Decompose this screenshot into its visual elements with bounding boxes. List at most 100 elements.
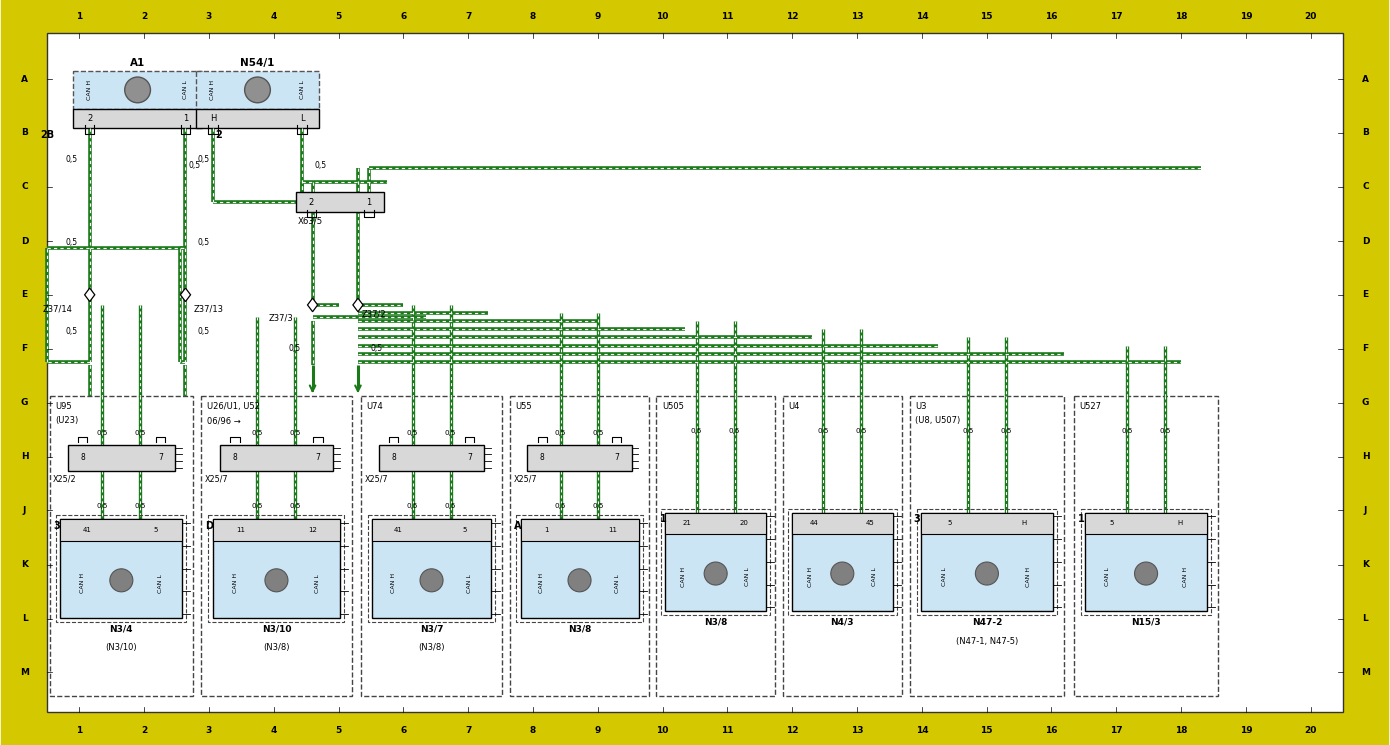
Circle shape <box>420 568 443 592</box>
FancyBboxPatch shape <box>378 445 484 471</box>
Circle shape <box>705 562 727 585</box>
Text: X25/7: X25/7 <box>513 475 537 484</box>
Circle shape <box>125 77 150 103</box>
Text: 0,5: 0,5 <box>962 428 973 434</box>
Text: U26/U1, U52: U26/U1, U52 <box>207 402 260 410</box>
Text: 12: 12 <box>307 527 317 533</box>
Text: 0,5: 0,5 <box>97 503 108 509</box>
Text: 2: 2 <box>140 726 147 735</box>
Text: 4: 4 <box>271 13 277 22</box>
Text: CAN H: CAN H <box>808 566 813 586</box>
Text: 17: 17 <box>1111 726 1123 735</box>
Circle shape <box>1134 562 1158 585</box>
Text: 0,5: 0,5 <box>817 428 828 434</box>
Text: Z37/2: Z37/2 <box>361 310 386 319</box>
Text: Z37/3: Z37/3 <box>268 314 293 323</box>
Text: CAN H: CAN H <box>391 573 396 593</box>
Text: 0,5: 0,5 <box>445 431 456 437</box>
Text: CAN L: CAN L <box>183 80 188 99</box>
Text: B: B <box>21 128 28 137</box>
Text: 0,5: 0,5 <box>728 428 741 434</box>
Polygon shape <box>307 298 318 311</box>
Text: U95: U95 <box>56 402 72 410</box>
FancyBboxPatch shape <box>371 519 492 618</box>
Text: 8: 8 <box>530 726 537 735</box>
Text: 3: 3 <box>206 726 213 735</box>
Text: 0,5: 0,5 <box>65 238 78 247</box>
FancyBboxPatch shape <box>60 519 182 618</box>
Text: CAN L: CAN L <box>300 80 304 99</box>
Text: 11: 11 <box>721 13 734 22</box>
Text: A: A <box>21 74 28 83</box>
Text: 20: 20 <box>1305 726 1316 735</box>
Text: H: H <box>210 114 215 123</box>
Text: 3: 3 <box>206 13 213 22</box>
FancyBboxPatch shape <box>213 519 341 541</box>
Text: CAN H: CAN H <box>1026 566 1031 586</box>
Text: 41: 41 <box>393 527 403 533</box>
Text: A: A <box>1362 74 1369 83</box>
FancyBboxPatch shape <box>922 513 1052 611</box>
Text: 9: 9 <box>595 13 600 22</box>
FancyBboxPatch shape <box>520 519 638 618</box>
Circle shape <box>569 568 591 592</box>
Text: 1: 1 <box>367 197 371 206</box>
Text: 21: 21 <box>682 521 692 527</box>
Circle shape <box>831 562 853 585</box>
Text: 7: 7 <box>158 453 163 463</box>
FancyBboxPatch shape <box>1086 513 1207 611</box>
Text: 18: 18 <box>1175 13 1187 22</box>
Text: U505: U505 <box>662 402 684 410</box>
Text: CAN H: CAN H <box>88 80 92 100</box>
Text: A: A <box>513 521 521 530</box>
Text: 15: 15 <box>980 726 992 735</box>
Text: 2: 2 <box>215 130 222 139</box>
Polygon shape <box>353 298 363 311</box>
Text: 8: 8 <box>391 453 396 463</box>
Text: 14: 14 <box>916 726 929 735</box>
Text: 8: 8 <box>530 13 537 22</box>
Text: 17: 17 <box>1111 13 1123 22</box>
Text: 5: 5 <box>1109 521 1113 527</box>
Text: 14: 14 <box>916 13 929 22</box>
Text: 8: 8 <box>539 453 545 463</box>
Text: (N3/10): (N3/10) <box>106 644 138 653</box>
Text: U55: U55 <box>516 402 532 410</box>
Text: 19: 19 <box>1240 726 1252 735</box>
Text: 0,5: 0,5 <box>135 503 146 509</box>
Text: M: M <box>1361 668 1371 677</box>
Text: 1: 1 <box>76 13 82 22</box>
Text: 11: 11 <box>607 527 617 533</box>
Text: 10: 10 <box>656 13 669 22</box>
Text: N3/10: N3/10 <box>261 624 291 633</box>
Text: 19: 19 <box>1240 13 1252 22</box>
Text: 0,5: 0,5 <box>289 431 302 437</box>
Text: 12: 12 <box>785 726 798 735</box>
Text: H: H <box>1022 521 1026 527</box>
Text: 1: 1 <box>1077 514 1084 524</box>
FancyBboxPatch shape <box>213 519 341 618</box>
Text: CAN H: CAN H <box>1183 566 1187 586</box>
Text: 2: 2 <box>88 114 92 123</box>
Text: C: C <box>21 182 28 191</box>
Text: CAN L: CAN L <box>872 567 877 586</box>
Text: L: L <box>22 614 28 623</box>
FancyBboxPatch shape <box>371 519 492 541</box>
Text: D: D <box>21 236 28 246</box>
Text: 0,5: 0,5 <box>555 431 566 437</box>
Text: 5: 5 <box>948 521 952 527</box>
Text: 7: 7 <box>466 726 471 735</box>
Text: 2: 2 <box>309 197 314 206</box>
Text: CAN L: CAN L <box>1105 567 1109 586</box>
Text: 15: 15 <box>980 13 992 22</box>
Text: 0,5: 0,5 <box>189 161 200 170</box>
Text: 5: 5 <box>153 527 157 533</box>
Text: X25/7: X25/7 <box>204 475 228 484</box>
Text: J: J <box>22 506 26 515</box>
Text: (N3/8): (N3/8) <box>418 644 445 653</box>
Text: 0,5: 0,5 <box>252 431 263 437</box>
FancyBboxPatch shape <box>47 33 1343 712</box>
FancyBboxPatch shape <box>792 513 892 611</box>
Circle shape <box>110 568 133 592</box>
Text: 0,5: 0,5 <box>855 428 867 434</box>
